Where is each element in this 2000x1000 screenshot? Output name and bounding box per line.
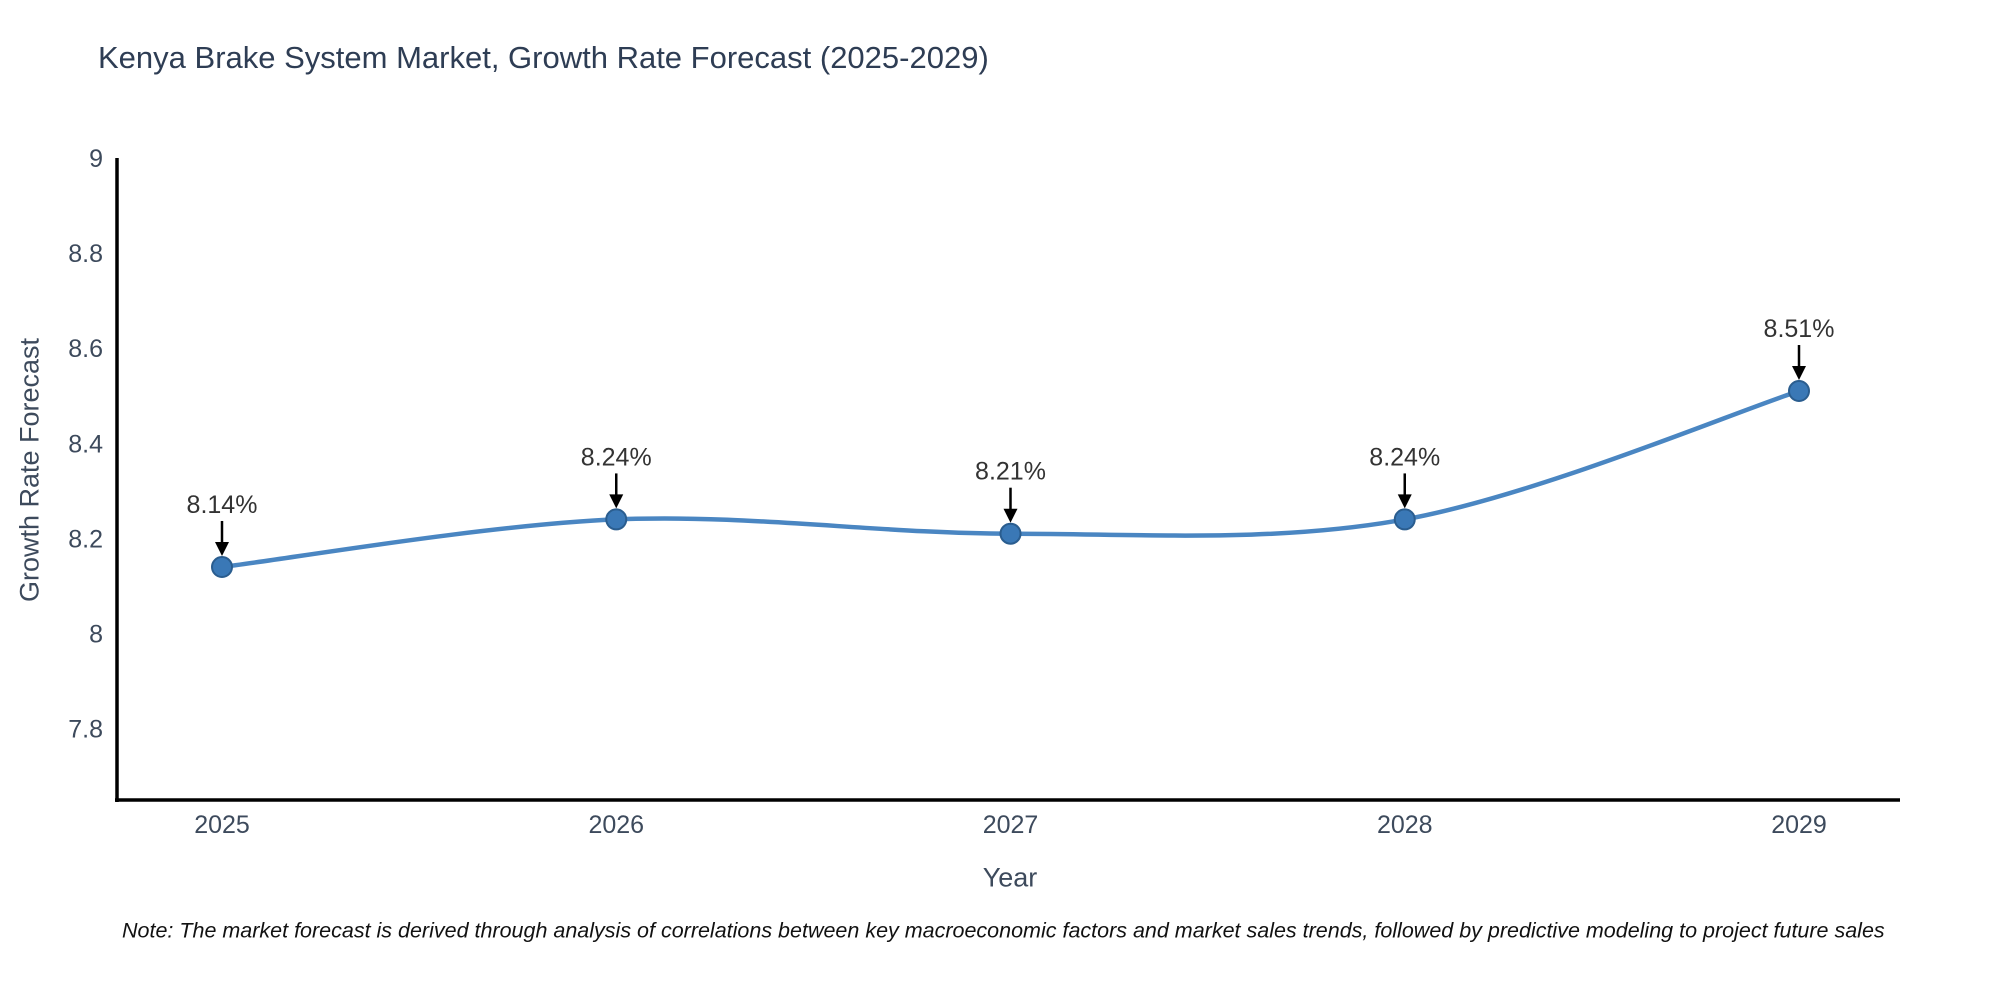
x-tick-label: 2028 [1377, 811, 1433, 839]
chart-footnote: Note: The market forecast is derived thr… [122, 918, 1885, 943]
annotation-arrow-head [1792, 366, 1806, 381]
y-tick-label: 8 [89, 621, 103, 649]
data-point-label: 8.51% [1764, 315, 1835, 343]
data-point-label: 8.24% [1369, 443, 1440, 471]
annotation-arrow-head [1003, 508, 1018, 523]
y-tick-label: 9 [89, 145, 103, 173]
data-point-label: 8.21% [975, 458, 1046, 486]
data-point-marker [1788, 380, 1810, 403]
x-tick-label: 2029 [1771, 811, 1827, 839]
y-tick-label: 8.2 [68, 525, 103, 553]
x-axis-title: Year [982, 862, 1038, 893]
x-tick-label: 2026 [588, 811, 644, 839]
annotation-arrow-head [609, 494, 624, 509]
x-tick-label: 2025 [194, 811, 250, 839]
data-point-marker [211, 555, 233, 578]
y-tick-label: 8.6 [68, 335, 103, 363]
data-point-marker [999, 522, 1022, 545]
chart-title: Kenya Brake System Market, Growth Rate F… [98, 40, 989, 75]
annotation-arrow-head [1397, 494, 1412, 509]
data-point-marker [1393, 508, 1416, 531]
annotation-arrow-head [215, 541, 229, 556]
x-tick-label: 2027 [983, 811, 1039, 839]
data-point-marker [605, 508, 628, 531]
data-point-label: 8.24% [581, 443, 652, 471]
data-point-label: 8.14% [187, 491, 258, 519]
y-tick-label: 8.8 [68, 240, 103, 268]
y-tick-label: 7.8 [68, 716, 103, 744]
y-tick-label: 8.4 [68, 430, 103, 458]
